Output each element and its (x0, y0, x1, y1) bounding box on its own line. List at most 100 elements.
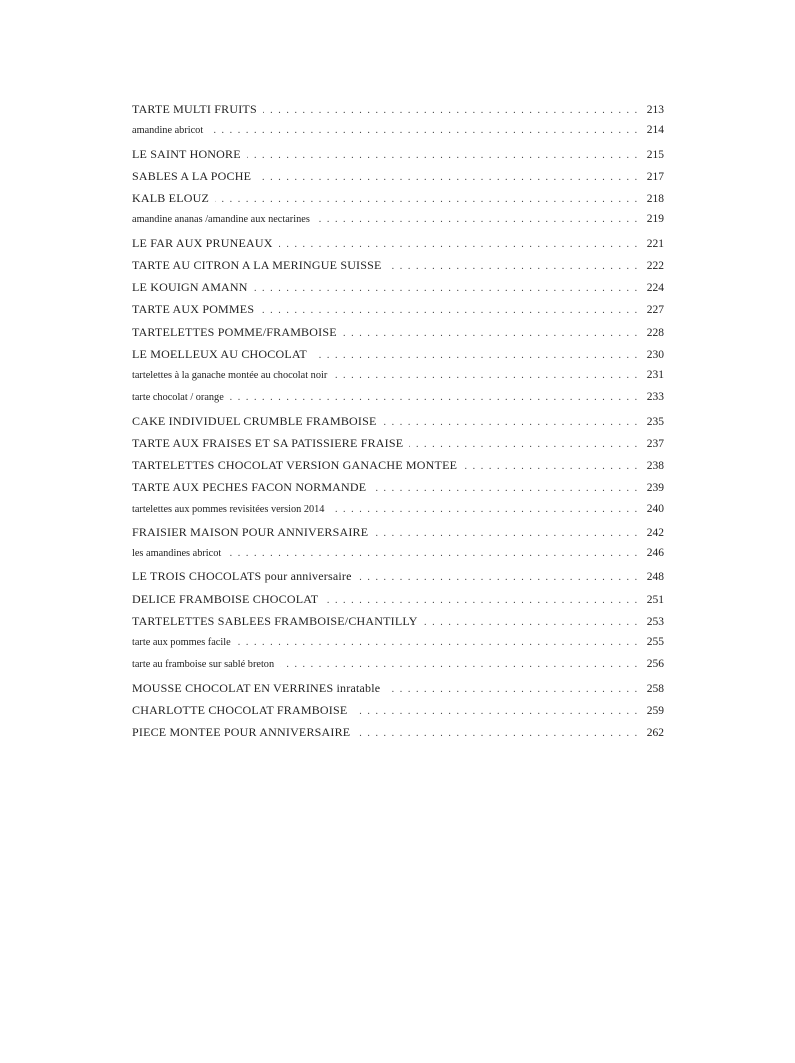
dot-leader: ........................................… (330, 503, 643, 515)
dot-leader: ........................................… (209, 125, 643, 137)
toc-entry-page: 215 (646, 148, 664, 161)
toc-entry[interactable]: DELICE FRAMBOISE CHOCOLAT...............… (132, 592, 664, 614)
toc-entry-page: 235 (646, 415, 664, 428)
dot-leader: ........................................… (237, 637, 643, 648)
toc-entry-title: TARTE AUX PECHES FACON NORMANDE (132, 480, 367, 495)
toc-entry-page: 230 (646, 348, 664, 361)
dot-leader: ........................................… (262, 105, 643, 116)
toc-entry[interactable]: TARTE AUX PECHES FACON NORMANDE.........… (132, 480, 664, 502)
toc-entry[interactable]: TARTE AUX POMMES........................… (132, 302, 664, 324)
toc-entry[interactable]: TARTE AU CITRON A LA MERINGUE SUISSE....… (132, 258, 664, 280)
toc-entry[interactable]: MOUSSE CHOCOLAT EN VERRINES inratable...… (132, 681, 664, 703)
toc-entry[interactable]: FRAISIER MAISON POUR ANNIVERSAIRE.......… (132, 525, 664, 547)
toc-entry-title: MOUSSE CHOCOLAT EN VERRINES inratable (132, 680, 381, 695)
toc-entry-page: 251 (646, 593, 664, 606)
dot-leader: ........................................… (227, 548, 643, 559)
toc-entry-page: 256 (646, 658, 664, 671)
toc-entry-page: 242 (646, 526, 664, 539)
toc-entry-page: 259 (646, 704, 664, 717)
dot-leader: ........................................… (463, 461, 643, 472)
toc-entry-title: tarte aux pommes facile (132, 637, 231, 648)
toc-entry[interactable]: LE KOUIGN AMANN.........................… (132, 280, 664, 302)
dot-leader: ........................................… (386, 683, 643, 695)
toc-entry[interactable]: CHARLOTTE CHOCOLAT FRAMBOISE............… (132, 703, 664, 725)
dot-leader: ........................................… (356, 728, 643, 739)
toc-entry[interactable]: les amandines abricot...................… (132, 547, 664, 569)
toc-entry-page: 213 (646, 104, 664, 116)
dot-leader: ........................................… (358, 572, 643, 584)
toc-entry-page: 227 (646, 304, 664, 317)
dot-leader: ........................................… (343, 327, 643, 339)
toc-entry[interactable]: LE TROIS CHOCOLATS pour anniversaire....… (132, 569, 664, 591)
toc-entry[interactable]: TARTELETTES SABLEES FRAMBOISE/CHANTILLY.… (132, 614, 664, 636)
toc-entry[interactable]: SABLES A LA POCHE.......................… (132, 169, 664, 191)
dot-leader: ........................................… (374, 527, 643, 539)
table-of-contents: TARTE MULTI FRUITS......................… (132, 102, 664, 747)
dot-leader: ........................................… (383, 416, 643, 428)
dot-leader: ........................................… (316, 214, 643, 226)
toc-entry-page: 214 (646, 124, 664, 137)
toc-entry-title: TARTE AUX FRAISES ET SA PATISSIERE FRAIS… (132, 435, 404, 450)
toc-entry-page: 228 (646, 326, 664, 339)
toc-entry[interactable]: amandine ananas /amandine aux nectarines… (132, 213, 664, 235)
toc-entry[interactable]: LE SAINT HONORE.........................… (132, 147, 664, 169)
toc-entry-page: 224 (646, 282, 664, 294)
dot-leader: ........................................… (278, 238, 643, 250)
toc-entry-page: 219 (646, 213, 664, 226)
toc-entry-title: LE MOELLEUX AU CHOCOLAT (132, 346, 307, 361)
toc-entry-title: les amandines abricot (132, 548, 222, 559)
toc-entry-title: SABLES A LA POCHE (132, 168, 252, 183)
toc-entry[interactable]: TARTE MULTI FRUITS......................… (132, 102, 664, 124)
toc-entry-title: TARTELETTES SABLEES FRAMBOISE/CHANTILLY (132, 613, 418, 628)
toc-entry-title: LE KOUIGN AMANN (132, 280, 248, 294)
dot-leader: ........................................… (260, 305, 643, 317)
toc-entry[interactable]: TARTE AUX FRAISES ET SA PATISSIERE FRAIS… (132, 436, 664, 458)
toc-entry-title: amandine abricot (132, 125, 204, 137)
toc-entry[interactable]: amandine abricot........................… (132, 124, 664, 146)
toc-entry[interactable]: tartelettes à la ganache montée au choco… (132, 369, 664, 391)
toc-entry[interactable]: TARTELETTES CHOCOLAT VERSION GANACHE MON… (132, 458, 664, 480)
toc-entry[interactable]: KALB ELOUZ..............................… (132, 191, 664, 213)
toc-entry-title: PIECE MONTEE POUR ANNIVERSAIRE (132, 725, 351, 739)
toc-entry-page: 246 (646, 547, 664, 559)
dot-leader: ........................................… (247, 149, 643, 161)
toc-entry-title: amandine ananas /amandine aux nectarines (132, 214, 310, 226)
toc-entry-title: TARTELETTES CHOCOLAT VERSION GANACHE MON… (132, 458, 458, 472)
toc-entry[interactable]: PIECE MONTEE POUR ANNIVERSAIRE..........… (132, 725, 664, 747)
toc-entry-title: TARTE AU CITRON A LA MERINGUE SUISSE (132, 257, 382, 272)
dot-leader: ........................................… (253, 283, 643, 294)
toc-entry[interactable]: LE MOELLEUX AU CHOCOLAT.................… (132, 347, 664, 369)
toc-entry-page: 255 (646, 636, 664, 648)
toc-entry-title: CAKE INDIVIDUEL CRUMBLE FRAMBOISE (132, 413, 377, 428)
toc-entry-title: LE FAR AUX PRUNEAUX (132, 235, 273, 250)
toc-entry[interactable]: tarte chocolat / orange.................… (132, 391, 664, 413)
toc-entry[interactable]: CAKE INDIVIDUEL CRUMBLE FRAMBOISE.......… (132, 414, 664, 436)
toc-entry-title: tarte chocolat / orange (132, 392, 224, 404)
toc-entry-page: 233 (646, 391, 664, 404)
toc-entry-page: 253 (646, 615, 664, 628)
toc-entry[interactable]: TARTELETTES POMME/FRAMBOISE.............… (132, 325, 664, 347)
toc-entry-page: 222 (646, 259, 664, 272)
toc-entry[interactable]: tarte aux pommes facile.................… (132, 636, 664, 658)
dot-leader: ........................................… (229, 392, 643, 404)
toc-entry-page: 248 (646, 571, 664, 584)
toc-entry-page: 231 (646, 369, 664, 381)
toc-entry-page: 239 (646, 482, 664, 495)
toc-entry-title: CHARLOTTE CHOCOLAT FRAMBOISE (132, 702, 348, 717)
toc-entry[interactable]: LE FAR AUX PRUNEAUX.....................… (132, 236, 664, 258)
toc-entry[interactable]: tartelettes aux pommes revisitées versio… (132, 503, 664, 525)
dot-leader: ........................................… (333, 370, 643, 381)
toc-entry-page: 221 (646, 237, 664, 250)
toc-entry-title: TARTE MULTI FRUITS (132, 102, 257, 116)
toc-entry-page: 217 (646, 170, 664, 183)
toc-entry-page: 218 (646, 193, 664, 205)
toc-entry-title: LE SAINT HONORE (132, 146, 241, 161)
toc-entry-page: 238 (646, 460, 664, 472)
dot-leader: ........................................… (372, 483, 643, 495)
toc-entry-page: 237 (646, 437, 664, 450)
dot-leader: ........................................… (353, 705, 643, 717)
toc-entry-title: KALB ELOUZ (132, 191, 209, 205)
toc-entry-title: FRAISIER MAISON POUR ANNIVERSAIRE (132, 524, 369, 539)
toc-entry[interactable]: tarte au framboise sur sablé breton.....… (132, 658, 664, 680)
dot-leader: ........................................… (215, 194, 643, 205)
